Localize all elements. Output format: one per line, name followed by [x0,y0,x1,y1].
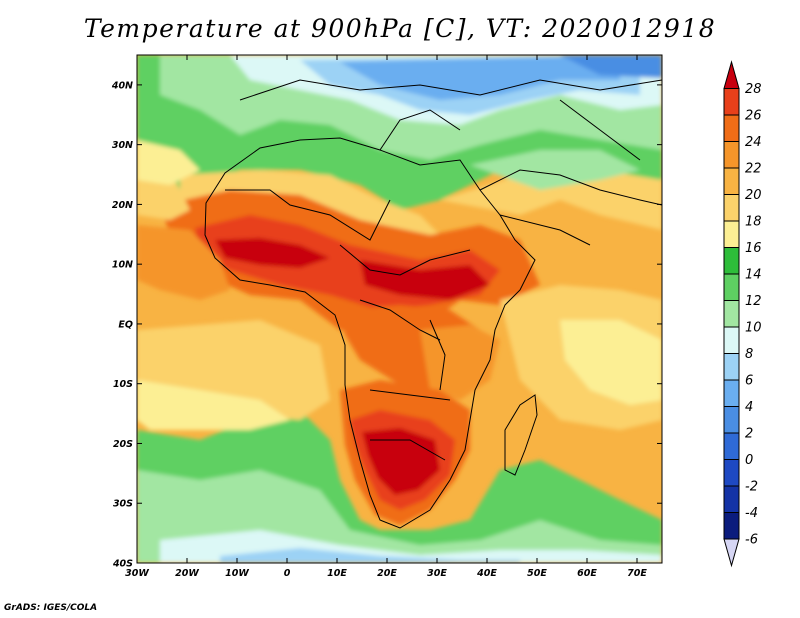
colorbar-swatch [723,114,740,142]
lon-tick-label: 20W [175,568,199,579]
colorbar-swatch [723,88,740,116]
lat-tick-label: 30N [112,140,133,151]
colorbar-swatch [723,485,740,513]
colorbar-label: -4 [745,506,758,521]
colorbar-swatch [723,141,740,169]
colorbar-label: 28 [745,82,762,97]
colorbar-label: 18 [745,215,762,230]
colorbar-swatch [723,194,740,222]
lon-tick-label: 70E [627,568,647,579]
colorbar-label: 20 [745,188,762,203]
map-frame [136,54,663,564]
map-title: Temperature at 900hPa [C], VT: 202001291… [83,14,717,43]
lon-tick-label: 0 [284,568,291,579]
lon-tick-label: 60E [577,568,597,579]
colorbar-label: 4 [745,400,753,415]
colorbar-swatch [723,459,740,487]
colorbar-label: 10 [745,321,762,336]
colorbar-swatch [723,512,740,540]
colorbar-label: 0 [745,453,753,468]
lat-tick-label: 20N [112,200,133,211]
lon-tick-label: 10W [225,568,249,579]
temperature-field [137,55,662,563]
lon-tick-label: 30W [125,568,149,579]
lat-tick-label: 40S [112,559,133,570]
lat-tick-label: 30S [113,499,133,510]
colorbar-label: -6 [745,533,758,548]
colorbar-swatch [723,167,740,195]
lat-tick-label: 10N [112,260,133,271]
colorbar-label: 6 [745,374,753,389]
lat-tick-label: 10S [113,379,133,390]
colorbar-swatch [723,326,740,354]
colorbar-swatch [723,273,740,301]
lat-tick-label: 20S [113,439,133,450]
colorbar-label: 2 [745,427,753,442]
lon-tick-label: 40E [476,568,497,579]
lat-tick-label: 40N [111,80,133,91]
colorbar-label: 14 [745,268,762,283]
colorbar-label: 22 [745,162,762,177]
lon-tick-label: 50E [527,568,547,579]
colorbar-swatch [723,247,740,275]
colorbar-label: 24 [745,135,762,150]
colorbar-label: -2 [745,480,758,495]
colorbar-label: 26 [745,109,762,124]
lon-tick-label: 20E [377,568,397,579]
colorbar-swatch [723,379,740,407]
lat-tick-label: EQ [118,319,133,330]
colorbar-swatch [723,432,740,460]
coastlines [204,79,662,529]
colorbar-label: 16 [745,241,762,256]
credit-label: GrADS: IGES/COLA [4,603,98,613]
colorbar-top-arrow [723,60,740,89]
colorbar-label: 8 [745,347,753,362]
colorbar-bottom-arrow [723,538,740,568]
colorbar-swatch [723,220,740,248]
colorbar-swatch [723,353,740,381]
colorbar-swatch [723,300,740,328]
colorbar-swatch [723,406,740,434]
colorbar-label: 12 [745,294,762,309]
lon-tick-label: 10E [327,568,347,579]
lon-tick-label: 30E [427,568,447,579]
